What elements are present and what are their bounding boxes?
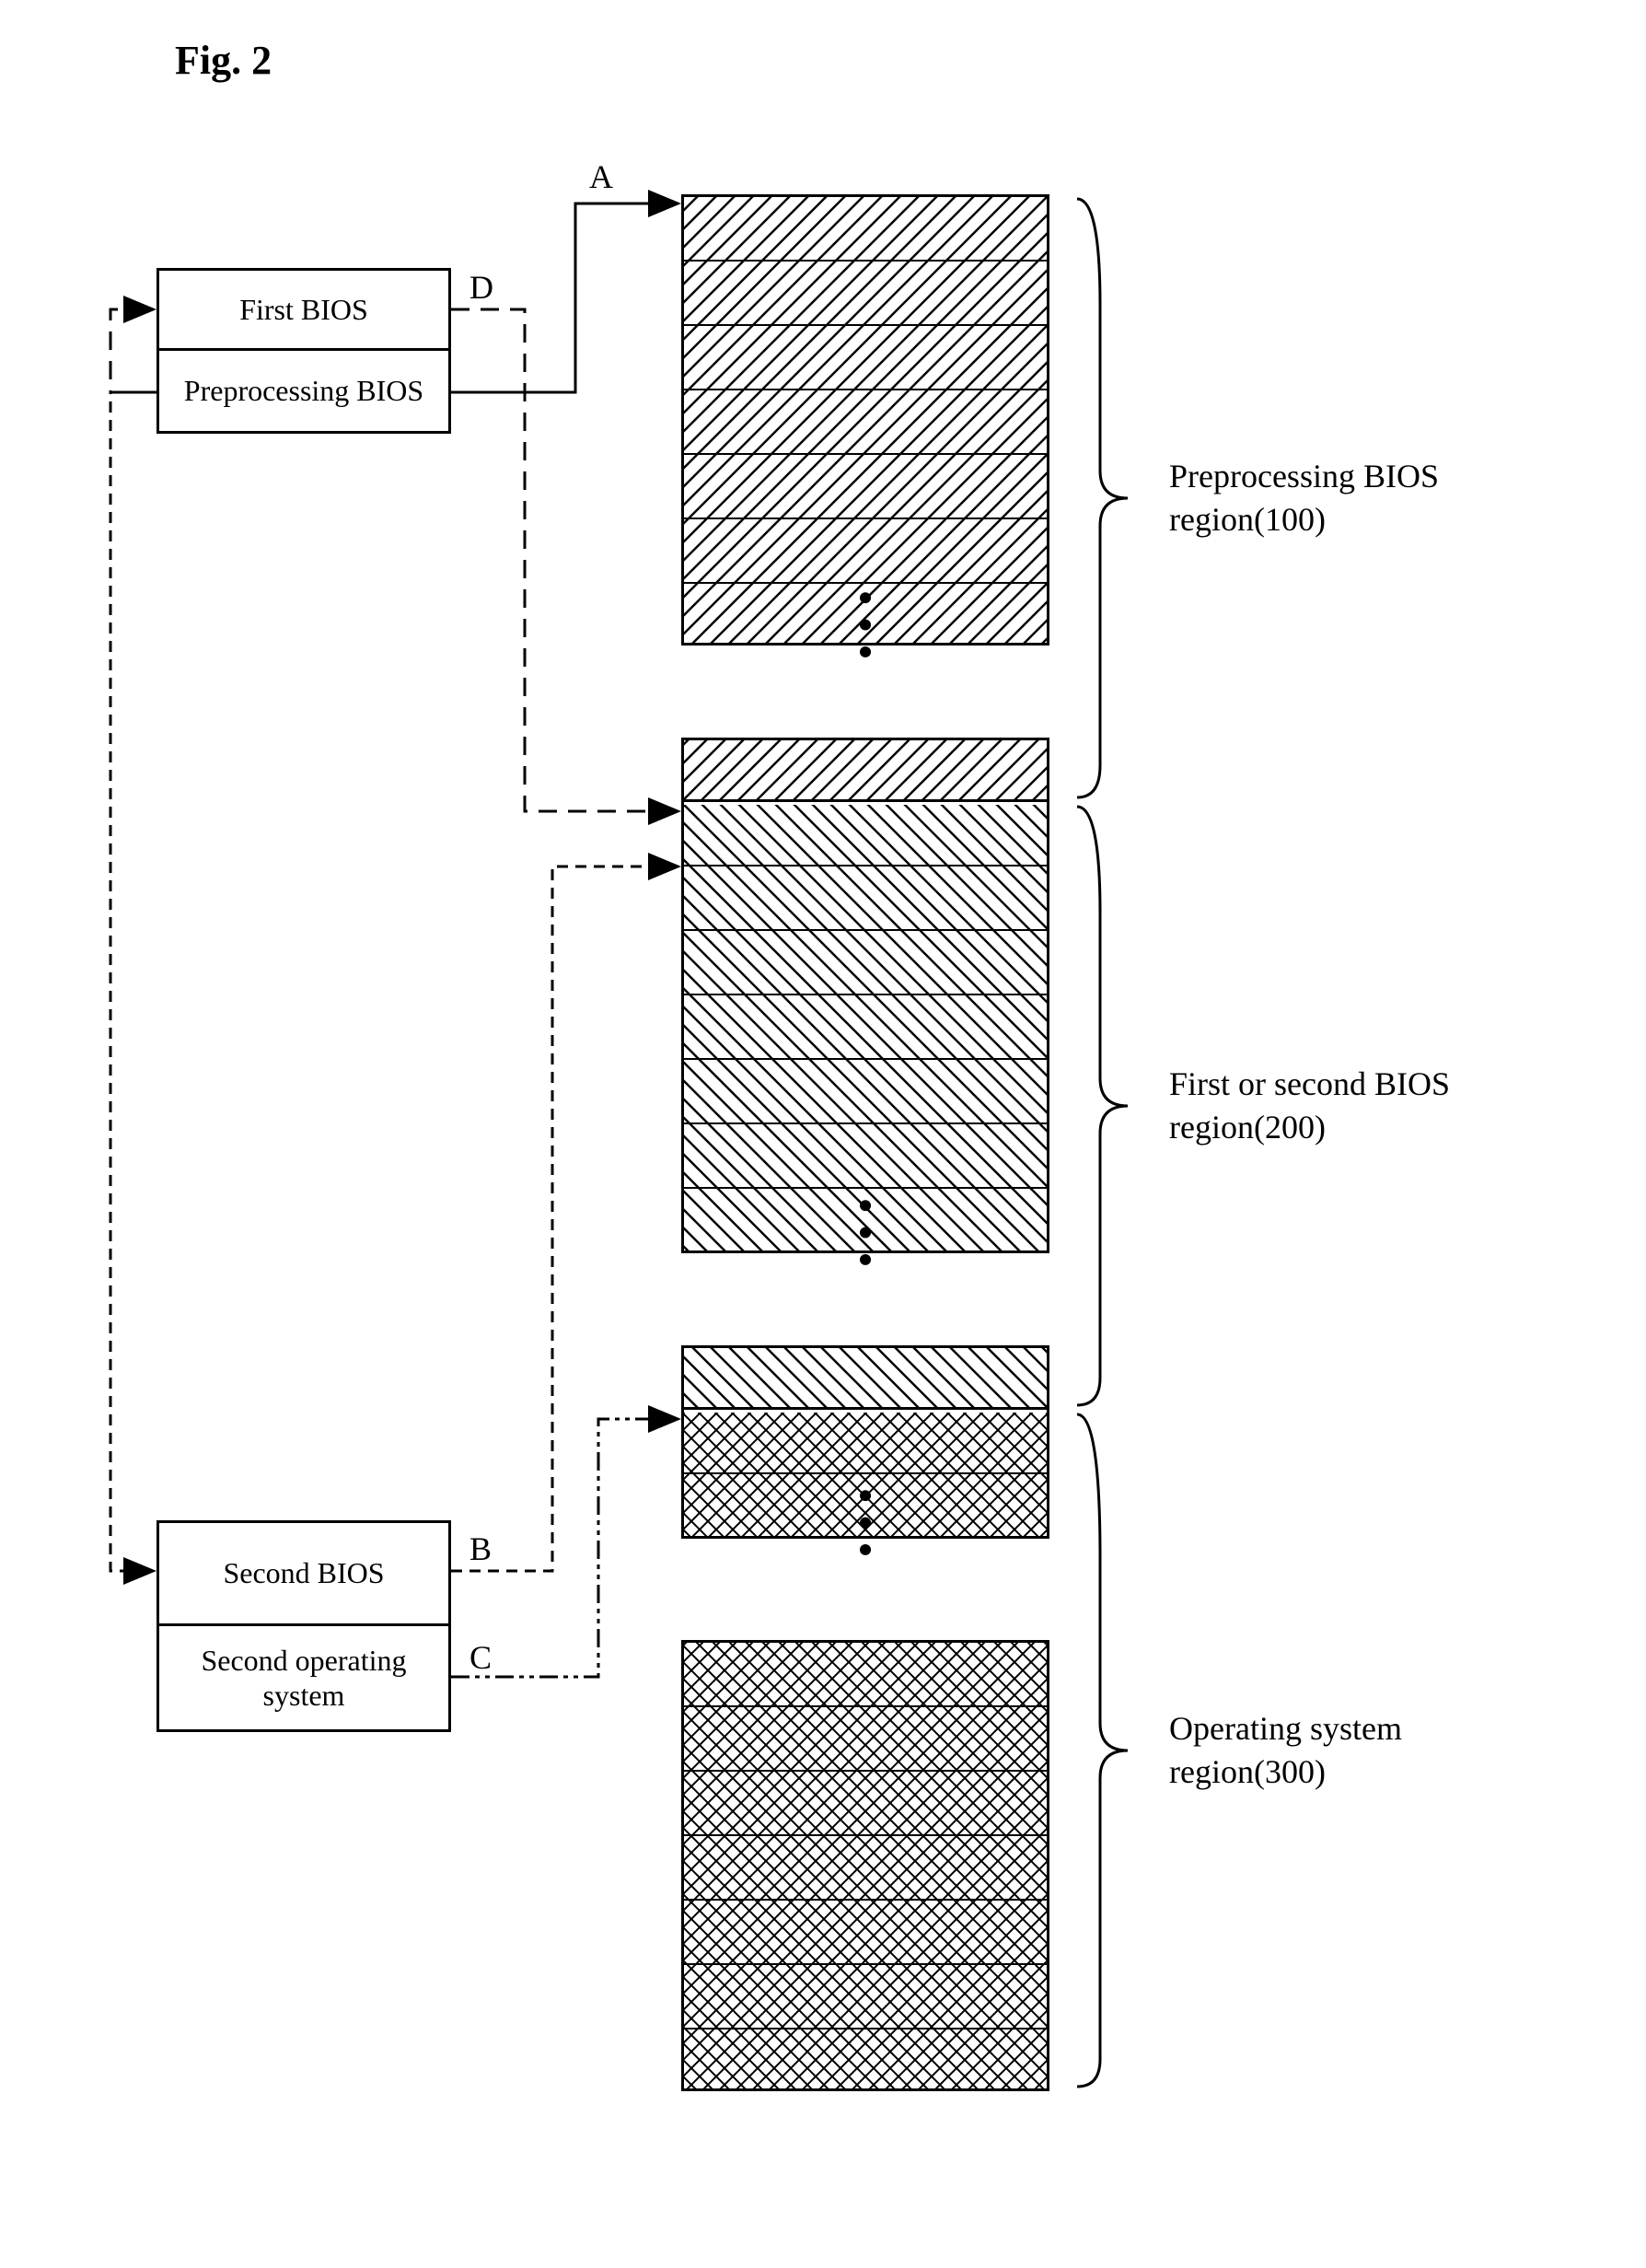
memory-cell	[684, 1643, 1047, 1707]
diagram-container: First BIOS Preprocessing BIOS Second BIO…	[37, 121, 1602, 2146]
region-label-3: Operating system region(300)	[1169, 1686, 1519, 1815]
ellipsis-icon: •••	[842, 1199, 889, 1254]
arrow-label-a: A	[589, 157, 613, 196]
arrow-label-d: D	[469, 268, 493, 307]
memory-cell	[684, 326, 1047, 390]
box-first-bios-group: First BIOS Preprocessing BIOS	[156, 268, 451, 434]
ellipsis-icon: •••	[842, 591, 889, 646]
memory-cell	[684, 1060, 1047, 1124]
region-2-bottom	[681, 1345, 1049, 1410]
memory-cell	[684, 455, 1047, 519]
memory-cell	[684, 262, 1047, 326]
memory-cell	[684, 197, 1047, 262]
memory-cell	[684, 1410, 1047, 1474]
region-1-top	[681, 194, 1049, 646]
arrow-label-b: B	[469, 1529, 492, 1568]
memory-bar	[681, 194, 1049, 2091]
memory-cell	[684, 390, 1047, 455]
box-preprocessing-bios: Preprocessing BIOS	[159, 351, 448, 431]
region-1-bottom	[681, 738, 1049, 802]
memory-cell	[684, 931, 1047, 995]
arrow-label-c: C	[469, 1638, 492, 1677]
box-first-bios: First BIOS	[159, 271, 448, 351]
region-3-bottom	[681, 1640, 1049, 2091]
memory-cell	[684, 1124, 1047, 1189]
memory-cell	[684, 2030, 1047, 2094]
memory-cell	[684, 995, 1047, 1060]
memory-cell	[684, 1348, 1047, 1413]
memory-cell	[684, 519, 1047, 584]
region-label-1: Preprocessing BIOS region(100)	[1169, 434, 1519, 563]
memory-cell	[684, 1772, 1047, 1836]
memory-cell	[684, 866, 1047, 931]
box-second-bios: Second BIOS	[159, 1523, 448, 1626]
ellipsis-icon: •••	[842, 1489, 889, 1544]
memory-cell	[684, 1836, 1047, 1901]
memory-cell	[684, 1707, 1047, 1772]
memory-cell	[684, 1901, 1047, 1965]
memory-cell	[684, 802, 1047, 866]
box-second-bios-group: Second BIOS Second operating system	[156, 1520, 451, 1732]
region-2-top	[681, 802, 1049, 1253]
memory-cell	[684, 1965, 1047, 2030]
memory-cell	[684, 740, 1047, 805]
region-label-2: First or second BIOS region(200)	[1169, 1041, 1519, 1170]
box-second-os: Second operating system	[159, 1626, 448, 1729]
figure-title: Fig. 2	[175, 37, 1609, 84]
